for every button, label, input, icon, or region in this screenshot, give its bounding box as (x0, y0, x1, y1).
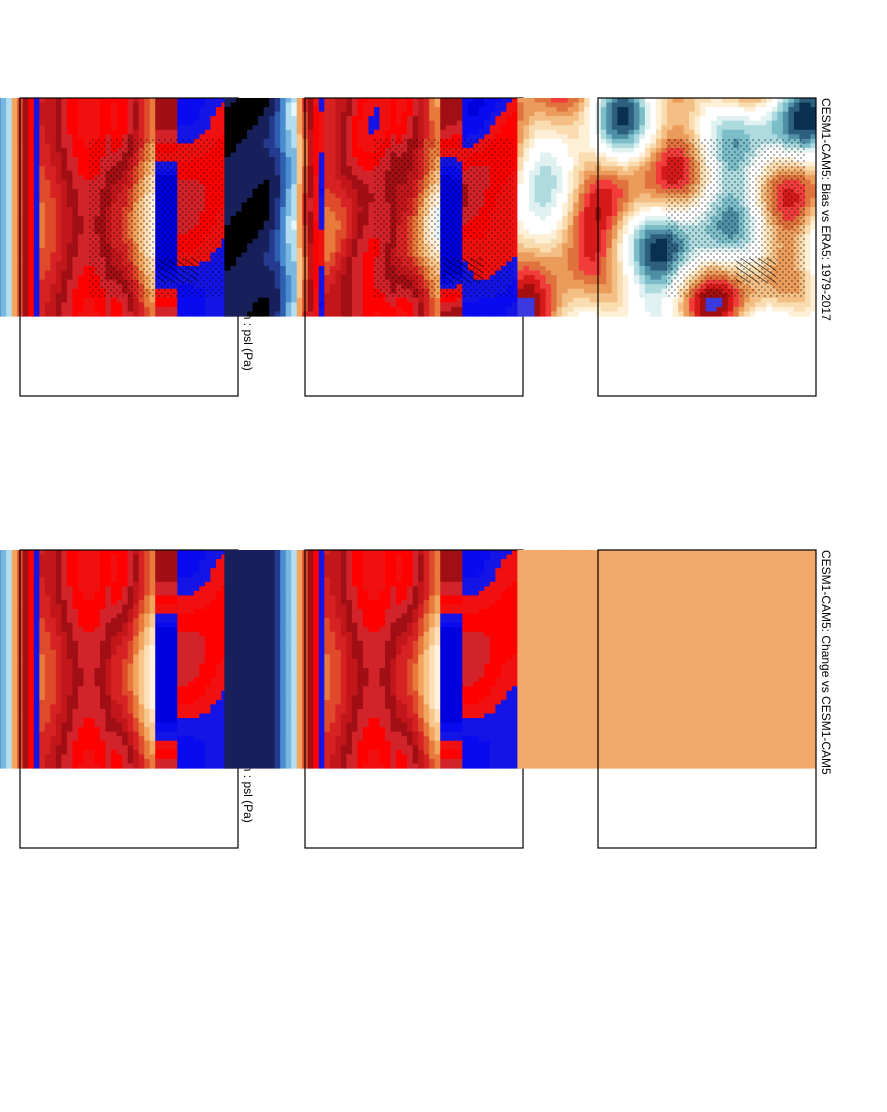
panel-5: CESM1-CAM5: Bias vs ERA5: 1979-2017 (517, 97, 833, 397)
panel-1: CESM1-CAM5: Years 1980-1999 : Ocean : ps… (0, 97, 255, 397)
panel-6: CESM1-CAM5: Change vs CESM1-CAM5 (517, 549, 833, 849)
panel-4: CESM1-CAM5 (224, 549, 540, 849)
panel-title: CESM1-CAM5: Bias vs ERA5: 1979-2017 (819, 98, 833, 321)
panel-3: ERA5: 1979-2017 Uncer=200 Pa (224, 97, 540, 397)
panel-2: CESM1-CAM5: Years 1980-1999 : Ocean : ps… (0, 549, 255, 849)
panel-title: CESM1-CAM5: Change vs CESM1-CAM5 (819, 550, 833, 775)
